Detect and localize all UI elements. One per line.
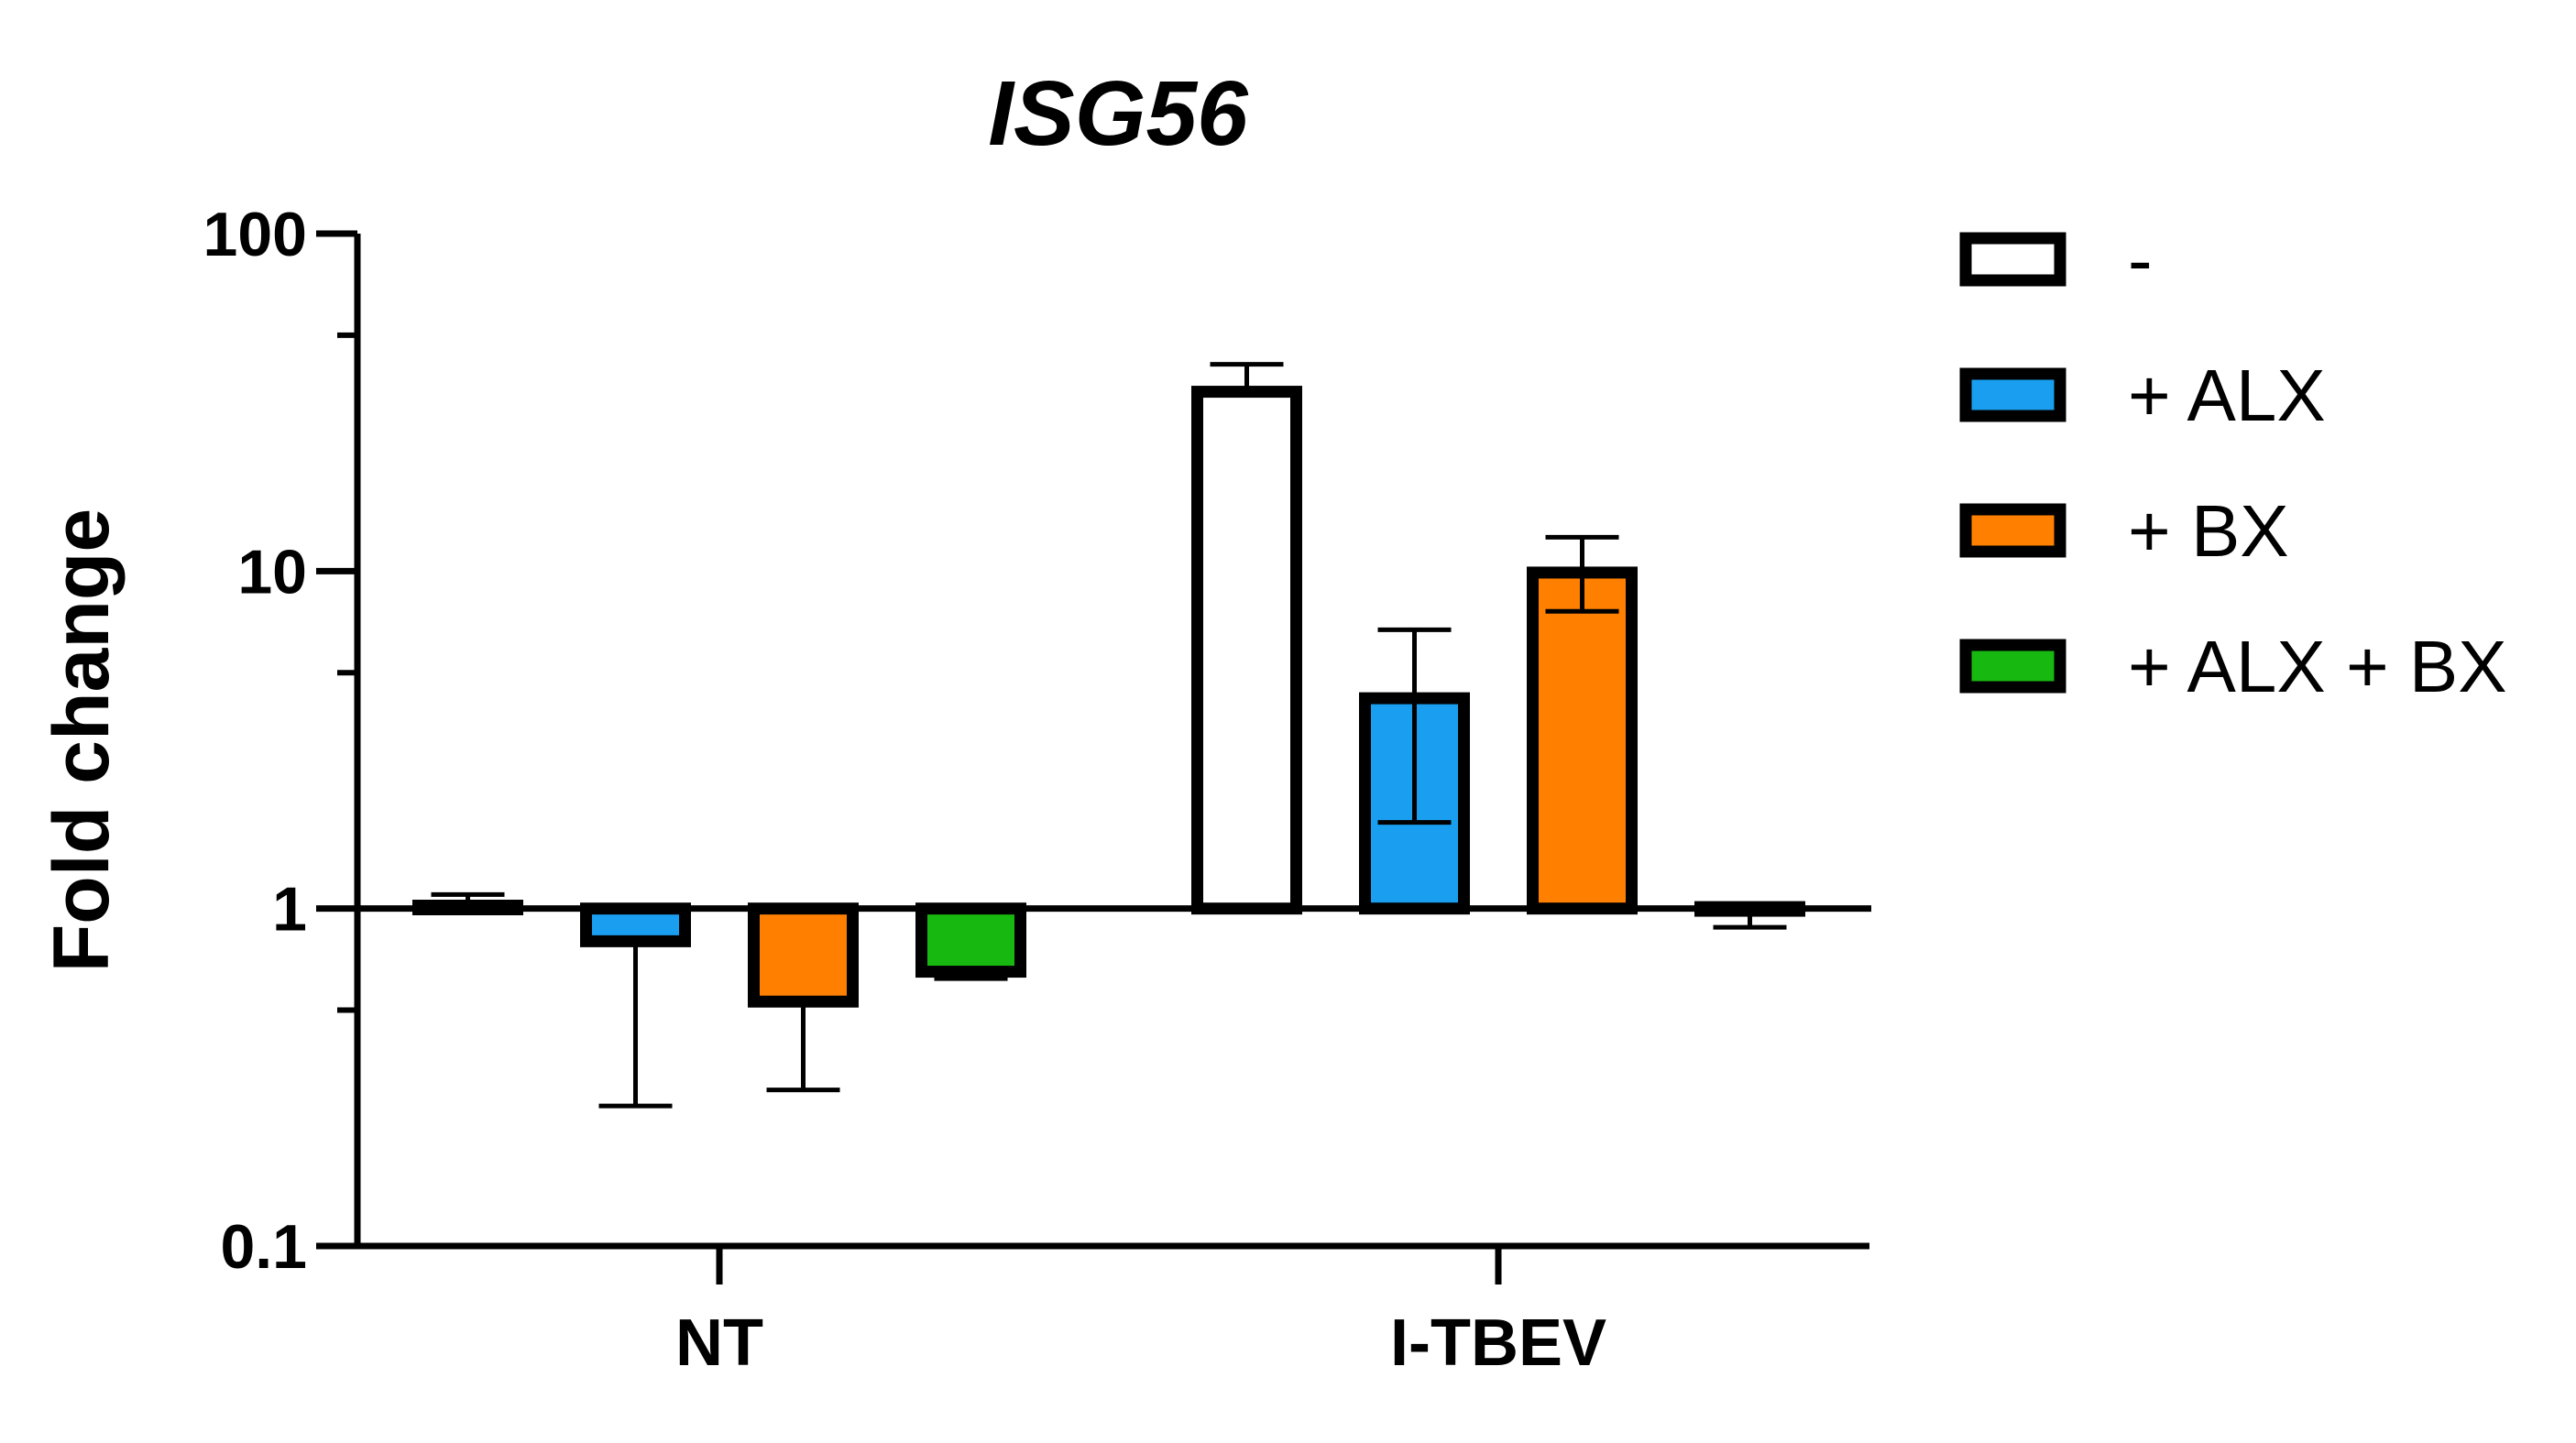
y-tick-label: 100 [203, 200, 307, 269]
y-tick-label: 1 [272, 875, 307, 945]
legend-swatch [1959, 232, 2066, 287]
bar [915, 902, 1026, 978]
legend-label: + ALX [2128, 355, 2326, 436]
bar [1191, 386, 1302, 915]
y-axis-label: Fold change [38, 508, 126, 972]
y-tick-label: 10 [237, 537, 307, 607]
legend-label: + ALX + BX [2128, 626, 2507, 707]
x-tick-labels: NT I-TBEV [675, 1306, 1606, 1380]
chart-title: ISG56 [988, 62, 1249, 165]
axes: 0.1 1 10 100 [203, 200, 1869, 1284]
bar [748, 902, 859, 1008]
legend-label: + BX [2128, 490, 2289, 572]
x-tick-label: I-TBEV [1390, 1306, 1606, 1380]
legend-swatch [1959, 503, 2066, 558]
bar [580, 902, 691, 947]
x-tick-label: NT [675, 1306, 763, 1380]
legend: - + ALX + BX + ALX + BX [1959, 219, 2507, 707]
legend-swatch [1959, 639, 2066, 694]
y-tick-label: 0.1 [220, 1212, 307, 1282]
legend-swatch [1959, 367, 2066, 422]
bar [1527, 566, 1638, 915]
error-bars [431, 362, 1787, 1109]
legend-label: - [2128, 219, 2153, 301]
